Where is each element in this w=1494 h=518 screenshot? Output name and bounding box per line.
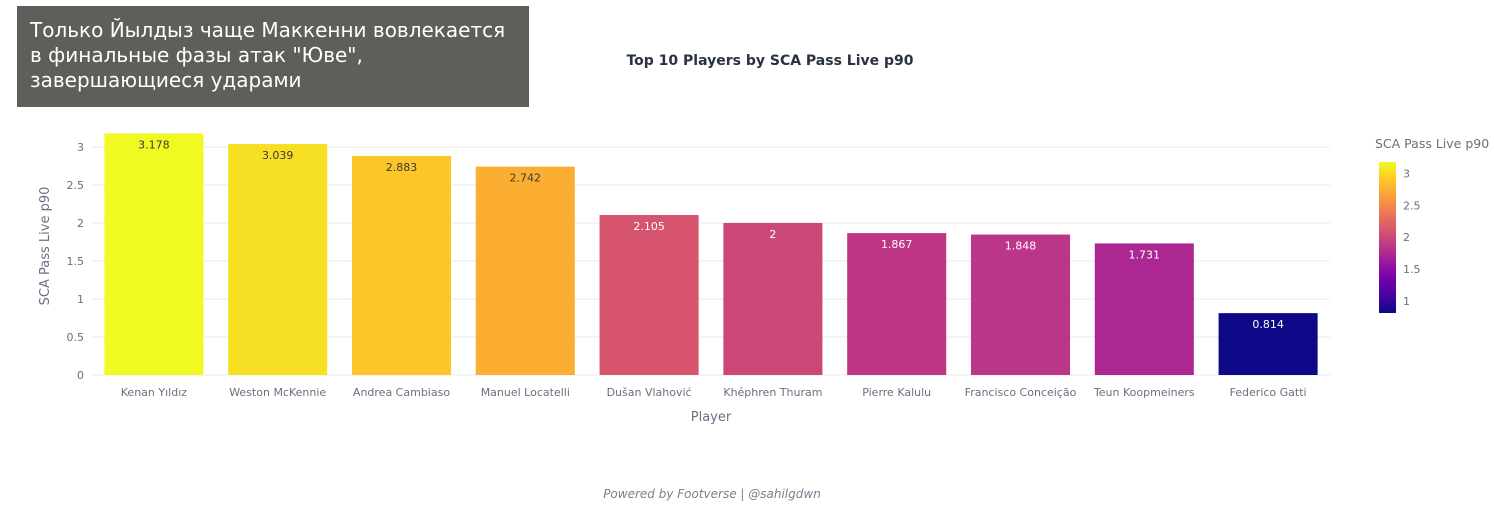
x-tick-label: Andrea Cambiaso (353, 386, 450, 399)
footer-credit: Powered by Footverse | @sahilgdwn (603, 487, 821, 501)
colorbar-title: SCA Pass Live p90 (1375, 136, 1489, 151)
bar-value-label: 1.867 (881, 238, 913, 251)
y-tick-label: 0 (77, 369, 84, 382)
chart-title: Top 10 Players by SCA Pass Live p90 (626, 53, 913, 69)
x-axis-title: Player (691, 410, 732, 425)
colorbar-tick-label: 1 (1403, 295, 1410, 308)
colorbar-tick-label: 2 (1403, 231, 1410, 244)
x-tick-label: Khéphren Thuram (723, 386, 822, 399)
colorbar-ticks: 1 1.5 2 2.5 3 (1403, 167, 1421, 308)
x-tick-label: Federico Gatti (1230, 386, 1307, 399)
bar[interactable] (847, 233, 947, 375)
bar[interactable] (475, 166, 575, 375)
x-tick-label: Francisco Conceição (965, 386, 1077, 399)
bar-value-label: 0.814 (1252, 318, 1284, 331)
x-tick-label: Manuel Locatelli (481, 386, 570, 399)
y-tick-label: 1.5 (67, 255, 85, 268)
y-tick-label: 2 (77, 217, 84, 230)
bar-value-label: 2.883 (386, 161, 418, 174)
colorbar-tick-label: 3 (1403, 167, 1410, 180)
bar[interactable] (351, 155, 452, 375)
x-axis: Kenan Yıldız Weston McKennie Andrea Cambia… (121, 386, 1307, 399)
bar-value-label: 2.105 (633, 220, 665, 233)
y-tick-label: 1 (77, 293, 84, 306)
bar[interactable] (104, 133, 204, 375)
colorbar-tick-label: 2.5 (1403, 199, 1421, 212)
bar-value-label: 1.848 (1005, 240, 1037, 253)
x-tick-label: Dušan Vlahović (607, 386, 692, 399)
y-tick-label: 2.5 (67, 179, 85, 192)
bar-value-labels: 3.178 3.039 2.883 2.742 2.105 2 1.867 1.848 1.73… (138, 138, 1284, 331)
bar-value-label: 3.039 (262, 149, 294, 162)
colorbar-tick-label: 1.5 (1403, 263, 1421, 276)
bar-value-label: 1.731 (1129, 248, 1161, 261)
x-tick-label: Kenan Yıldız (121, 386, 187, 399)
bar[interactable] (1094, 243, 1194, 375)
x-tick-label: Teun Koopmeiners (1093, 386, 1195, 399)
x-tick-label: Weston McKennie (229, 386, 326, 399)
bar-value-label: 2.742 (510, 172, 542, 185)
bar-value-label: 3.178 (138, 138, 170, 151)
y-axis-title: SCA Pass Live p90 (38, 187, 53, 306)
y-tick-label: 0.5 (67, 331, 85, 344)
bar[interactable] (1218, 313, 1318, 375)
bar[interactable] (970, 234, 1071, 375)
bars (104, 133, 1318, 375)
bar[interactable] (599, 215, 699, 375)
colorbar: SCA Pass Live p90 1 1.5 2 2.5 3 (1375, 136, 1489, 313)
y-tick-label: 3 (77, 141, 84, 154)
x-tick-label: Pierre Kalulu (862, 386, 931, 399)
bar[interactable] (723, 223, 823, 375)
y-axis: 0 0.5 1 1.5 2 2.5 3 (67, 141, 85, 382)
bar-value-label: 2 (769, 228, 776, 241)
bar[interactable] (228, 144, 328, 375)
headline-banner: Только Йылдыз чаще Маккенни вовлекается … (17, 6, 529, 107)
colorbar-gradient (1379, 162, 1396, 313)
